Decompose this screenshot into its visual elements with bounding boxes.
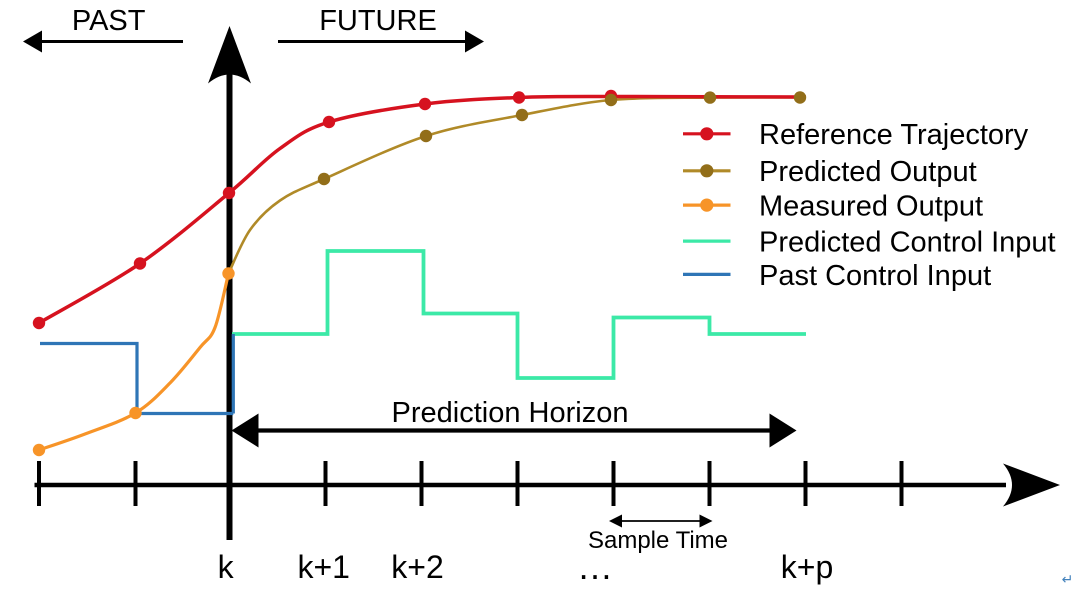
svg-text:k+1: k+1	[297, 549, 349, 585]
svg-text:Past Control Input: Past Control Input	[759, 260, 991, 292]
svg-text:Reference Trajectory: Reference Trajectory	[759, 119, 1029, 151]
svg-text:↵: ↵	[1062, 571, 1074, 587]
svg-text:…: …	[577, 546, 613, 587]
svg-text:k: k	[218, 549, 235, 585]
svg-text:k+p: k+p	[781, 549, 833, 585]
svg-text:Predicted Output: Predicted Output	[759, 156, 977, 188]
svg-text:PAST: PAST	[72, 5, 146, 37]
svg-text:Predicted Control Input: Predicted Control Input	[759, 227, 1056, 259]
svg-text:Prediction Horizon: Prediction Horizon	[392, 397, 629, 429]
svg-text:FUTURE: FUTURE	[319, 5, 437, 37]
svg-text:Measured Output: Measured Output	[759, 191, 983, 223]
svg-text:Sample Time: Sample Time	[588, 527, 728, 554]
svg-text:k+2: k+2	[391, 549, 443, 585]
